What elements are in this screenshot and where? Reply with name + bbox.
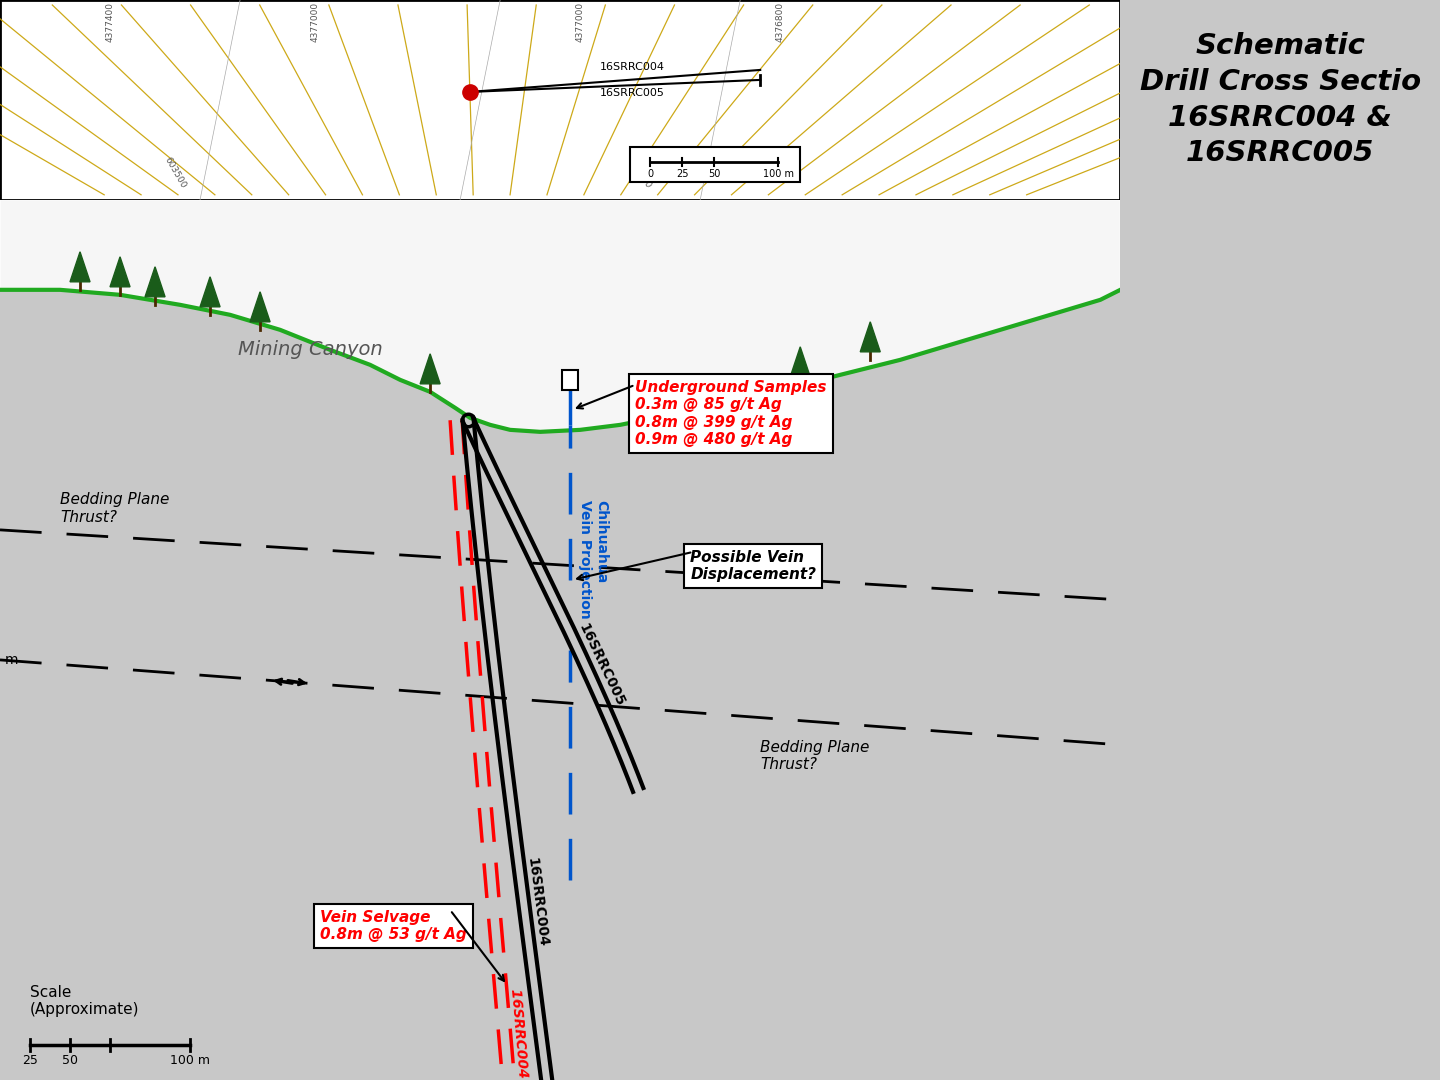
Text: 4376800: 4376800	[776, 2, 785, 42]
Text: 4377400: 4377400	[105, 2, 115, 42]
Text: Mining Canyon: Mining Canyon	[238, 340, 383, 360]
Polygon shape	[791, 347, 811, 377]
Text: Bedding Plane
Thrust?: Bedding Plane Thrust?	[760, 740, 870, 772]
Text: 50: 50	[708, 168, 720, 179]
Text: 603500: 603500	[163, 156, 187, 190]
Text: Chihuahua
Vein Projection: Chihuahua Vein Projection	[579, 500, 608, 619]
Text: 25: 25	[22, 1054, 37, 1067]
Text: Possible Vein
Displacement?: Possible Vein Displacement?	[690, 550, 816, 582]
Text: 0: 0	[647, 168, 654, 179]
Text: 100 m: 100 m	[170, 1054, 210, 1067]
Text: 50: 50	[62, 1054, 78, 1067]
Text: Scale
(Approximate): Scale (Approximate)	[30, 985, 140, 1017]
Polygon shape	[71, 252, 91, 282]
Polygon shape	[109, 257, 130, 287]
Text: 16SRRC004: 16SRRC004	[600, 62, 665, 72]
Text: Vein Selvage
0.8m @ 53 g/t Ag: Vein Selvage 0.8m @ 53 g/t Ag	[320, 910, 467, 943]
Polygon shape	[200, 276, 220, 307]
Polygon shape	[251, 292, 271, 322]
Text: 4377000: 4377000	[576, 2, 585, 42]
Text: 25: 25	[675, 168, 688, 179]
Text: 16SRRC005: 16SRRC005	[600, 87, 665, 98]
Polygon shape	[420, 354, 441, 383]
Polygon shape	[860, 322, 880, 352]
Text: Underground Samples
0.3m @ 85 g/t Ag
0.8m @ 399 g/t Ag
0.9m @ 480 g/t Ag: Underground Samples 0.3m @ 85 g/t Ag 0.8…	[635, 380, 827, 447]
Text: 16SRRC004: 16SRRC004	[524, 856, 550, 947]
Text: 16SRRC005: 16SRRC005	[576, 621, 628, 708]
Polygon shape	[562, 369, 579, 390]
Text: 4377000: 4377000	[311, 2, 320, 42]
Bar	[631, 147, 801, 181]
Polygon shape	[0, 200, 1120, 432]
Text: 16SRRC004 (Planned): 16SRRC004 (Planned)	[508, 988, 537, 1080]
Text: 100 m: 100 m	[763, 168, 793, 179]
Text: 603400: 603400	[628, 156, 652, 190]
Text: Schematic
Drill Cross Sectio
16SRRC004 &
16SRRC005: Schematic Drill Cross Sectio 16SRRC004 &…	[1139, 32, 1421, 167]
Text: m: m	[4, 653, 19, 667]
Text: Bedding Plane
Thrust?: Bedding Plane Thrust?	[60, 492, 170, 525]
Polygon shape	[145, 267, 166, 297]
